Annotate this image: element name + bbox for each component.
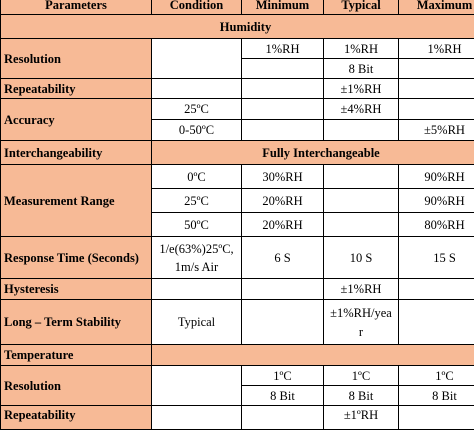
cell-empty [398, 405, 474, 430]
header-typical: Typical [323, 0, 399, 15]
label-resolution-humidity: Resolution [0, 38, 152, 79]
cell-empty [241, 278, 324, 300]
cell-rt-cond-line2: 1m/s Air [174, 259, 219, 274]
label-repeatability-humidity: Repeatability [0, 78, 152, 99]
label-accuracy: Accuracy [0, 98, 152, 141]
cell-rep-t-typ: ±1ºRH [323, 405, 399, 430]
cell-res-t-min1: 1ºC [241, 365, 324, 386]
cell-mr-min1: 30%RH [241, 164, 324, 189]
header-minimum: Minimum [241, 0, 324, 15]
table-row: Hysteresis ±1%RH [0, 278, 474, 300]
cell-res-h-min: 1%RH [241, 38, 324, 59]
cell-rt-cond: 1/e(63%)25ºC, 1m/s Air [151, 236, 242, 279]
cell-empty [241, 58, 324, 79]
cell-empty [151, 365, 242, 406]
label-response-time: Response Time (Seconds) [0, 236, 152, 279]
cell-rt-typ: 10 S [323, 236, 399, 279]
label-hysteresis: Hysteresis [0, 278, 152, 300]
cell-res-h-typ2: 8 Bit [323, 58, 399, 79]
cell-empty [398, 299, 474, 345]
header-maximum: Maximum [398, 0, 474, 15]
table-row: Accuracy 25ºC ±4%RH [0, 98, 474, 141]
table-row: Interchangeability Fully Interchangeable [0, 140, 474, 165]
cell-empty [241, 405, 324, 430]
spec-table: Parameters Condition Minimum Typical Max… [0, 0, 474, 430]
cell-rep-h-typ: ±1%RH [323, 78, 399, 99]
cell-empty [241, 119, 324, 141]
cell-rt-max: 15 S [398, 236, 474, 279]
header-parameters: Parameters [0, 0, 152, 15]
cell-acc-cond2: 0-50ºC [151, 119, 242, 141]
cell-hys-typ: ±1%RH [323, 278, 399, 300]
cell-empty [323, 188, 399, 213]
cell-lt-typ-line2: r [358, 324, 364, 339]
cell-empty [323, 119, 399, 141]
cell-mr-max3: 80%RH [398, 212, 474, 237]
section-humidity: Humidity [0, 14, 474, 39]
cell-mr-min2: 20%RH [241, 188, 324, 213]
cell-lt-typ: ±1%RH/yea r [323, 299, 399, 345]
cell-acc-cond1: 25ºC [151, 98, 242, 120]
section-row: Temperature [0, 344, 474, 366]
header-row: Parameters Condition Minimum Typical Max… [0, 0, 474, 15]
cell-res-t-max1: 1ºC [398, 365, 474, 386]
cell-acc-max2: ±5%RH [398, 119, 474, 141]
table-row: Repeatability ±1%RH [0, 78, 474, 99]
cell-lt-cond: Typical [151, 299, 242, 345]
section-temperature: Temperature [0, 344, 152, 366]
table-row: Resolution 1ºC 1ºC 1ºC [0, 365, 474, 406]
cell-empty [323, 164, 399, 189]
table-row: Repeatability ±1ºRH [0, 405, 474, 430]
cell-res-t-min2: 8 Bit [241, 385, 324, 406]
cell-empty [241, 78, 324, 99]
cell-mr-max1: 90%RH [398, 164, 474, 189]
cell-res-t-typ1: 1ºC [323, 365, 399, 386]
label-resolution-temperature: Resolution [0, 365, 152, 406]
cell-empty [398, 278, 474, 300]
cell-empty [398, 98, 474, 120]
cell-empty [151, 78, 242, 99]
cell-res-h-max: 1%RH [398, 38, 474, 59]
cell-mr-max2: 90%RH [398, 188, 474, 213]
cell-mr-cond1: 0ºC [151, 164, 242, 189]
cell-lt-typ-line1: ±1%RH/yea [330, 305, 392, 320]
cell-acc-typ1: ±4%RH [323, 98, 399, 120]
label-repeatability-temperature: Repeatability [0, 405, 152, 430]
label-long-term-stability: Long – Term Stability [0, 299, 152, 345]
header-condition: Condition [151, 0, 242, 15]
table-row: Resolution 1%RH 1%RH 1%RH [0, 38, 474, 79]
cell-empty [398, 58, 474, 79]
cell-mr-cond3: 50ºC [151, 212, 242, 237]
cell-empty [241, 98, 324, 120]
label-interchangeability: Interchangeability [0, 140, 152, 165]
cell-empty [151, 278, 242, 300]
cell-res-h-typ: 1%RH [323, 38, 399, 59]
table-row: 8 Bit 8 Bit 8 Bit [1, 385, 474, 406]
cell-empty [151, 38, 242, 79]
table-row: 50ºC 20%RH 80%RH [1, 212, 474, 237]
cell-mr-min3: 20%RH [241, 212, 324, 237]
cell-empty [241, 299, 324, 345]
table-row: Measurement Range 0ºC 30%RH 90%RH [0, 164, 474, 237]
cell-res-t-max2: 8 Bit [398, 385, 474, 406]
label-measurement-range: Measurement Range [0, 164, 152, 237]
cell-res-t-typ2: 8 Bit [323, 385, 399, 406]
table-row: Long – Term Stability Typical ±1%RH/yea … [0, 299, 474, 345]
table-row: 8 Bit [1, 58, 474, 79]
cell-mr-cond2: 25ºC [151, 188, 242, 213]
cell-empty [323, 212, 399, 237]
section-temperature-fill [151, 344, 474, 366]
cell-interchangeability-value: Fully Interchangeable [151, 140, 474, 165]
table-row: Response Time (Seconds) 1/e(63%)25ºC, 1m… [0, 236, 474, 279]
cell-empty [151, 405, 242, 430]
cell-empty [398, 78, 474, 99]
cell-rt-cond-line1: 1/e(63%)25ºC, [159, 241, 234, 256]
cell-rt-min: 6 S [241, 236, 324, 279]
section-row: Humidity [0, 14, 474, 39]
